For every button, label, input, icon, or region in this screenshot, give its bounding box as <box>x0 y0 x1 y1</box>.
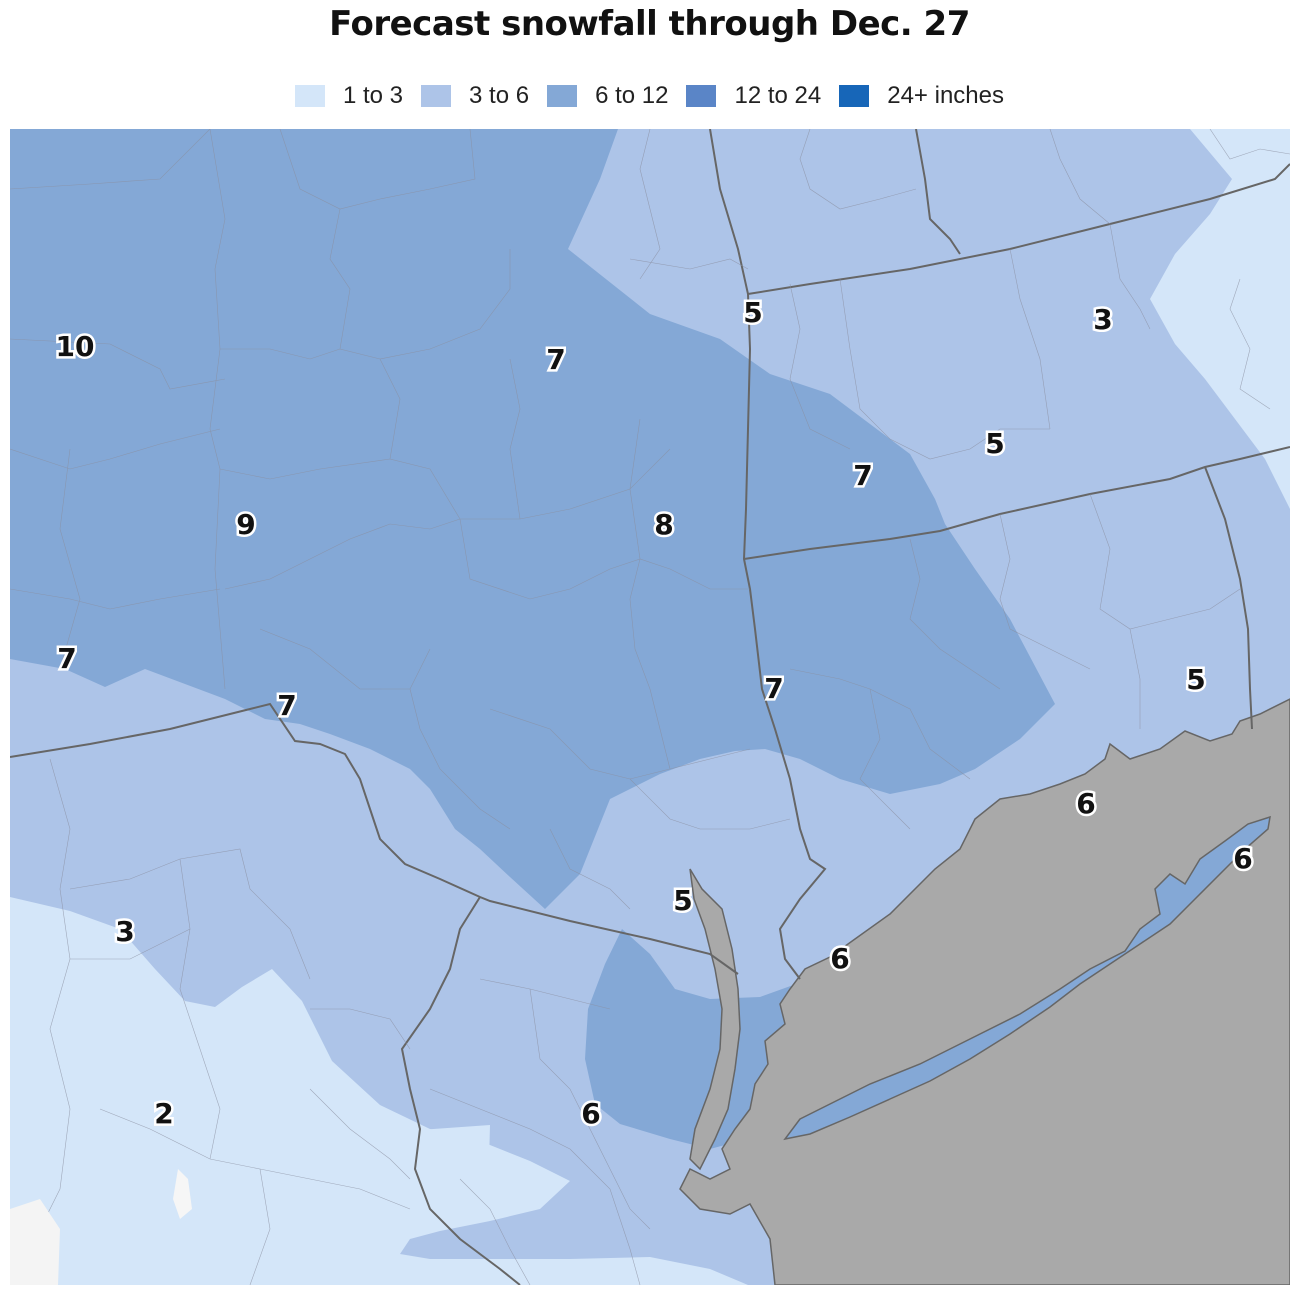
legend-label: 12 to 24 <box>734 82 822 109</box>
amount-label: 10 <box>56 330 95 363</box>
amount-label: 7 <box>277 689 296 722</box>
amount-label: 7 <box>546 343 565 376</box>
amount-labels: 10 7 5 3 9 8 5 7 7 7 7 5 6 6 3 5 6 2 6 <box>53 294 1255 1133</box>
amount-label: 5 <box>743 296 762 329</box>
amount-label: 6 <box>830 942 849 975</box>
amount-label: 5 <box>673 884 692 917</box>
state-borders <box>10 129 1290 1285</box>
no-data-corner <box>10 1199 60 1285</box>
amount-label: 3 <box>1093 303 1112 336</box>
snowfall-map: 10 7 5 3 9 8 5 7 7 7 7 5 6 6 3 5 6 2 6 <box>10 129 1290 1285</box>
zone-1-to-3-southwest <box>10 897 748 1285</box>
legend: 1 to 3 3 to 6 6 to 12 12 to 24 24+ inche… <box>0 82 1299 110</box>
amount-label: 9 <box>236 508 255 541</box>
zone-1-to-3-northeast <box>1150 129 1290 509</box>
legend-item-24-plus: 24+ inches <box>839 82 1004 110</box>
amount-label: 2 <box>154 1097 173 1130</box>
manhattan <box>689 868 741 1171</box>
amount-label: 7 <box>853 459 872 492</box>
map-title: Forecast snowfall through Dec. 27 <box>329 4 970 44</box>
legend-swatch <box>547 85 578 107</box>
amount-label: 5 <box>985 427 1004 460</box>
legend-swatch <box>421 85 452 107</box>
legend-label: 24+ inches <box>887 82 1004 109</box>
legend-swatch <box>686 85 717 107</box>
water-atlantic <box>679 698 1290 1285</box>
amount-label: 5 <box>1186 663 1205 696</box>
legend-label: 6 to 12 <box>595 82 669 109</box>
legend-swatch <box>839 85 870 107</box>
amount-label: 7 <box>57 642 76 675</box>
legend-item-6-to-12: 6 to 12 <box>547 82 668 110</box>
legend-item-3-to-6: 3 to 6 <box>421 82 529 110</box>
no-data-patch <box>173 1169 192 1219</box>
zone-6-to-12-main <box>10 129 1055 909</box>
amount-label: 8 <box>654 508 673 541</box>
amount-label: 6 <box>1076 787 1095 820</box>
amount-label: 7 <box>764 672 783 705</box>
legend-label: 1 to 3 <box>342 82 404 109</box>
legend-swatch <box>294 85 325 107</box>
legend-item-1-to-3: 1 to 3 <box>294 82 404 110</box>
legend-label: 3 to 6 <box>469 82 530 109</box>
amount-label: 3 <box>115 915 134 948</box>
amount-label: 6 <box>581 1097 600 1130</box>
long-island <box>783 815 1271 1141</box>
legend-item-12-to-24: 12 to 24 <box>686 82 821 110</box>
amount-label: 6 <box>1233 842 1252 875</box>
zone-1-to-3-south-patch <box>405 1125 490 1219</box>
